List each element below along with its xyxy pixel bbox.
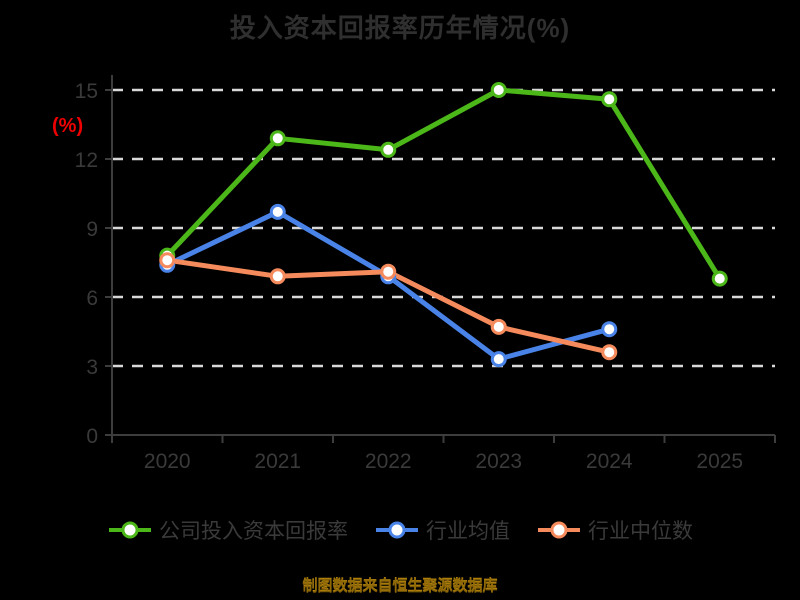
legend-marker-icon	[538, 521, 580, 539]
chart-plot-area: 0 3 6 9 12 15 2020 2021 2022 2023 2024 2025 (%)	[52, 75, 776, 473]
gridlines-group	[112, 88, 775, 368]
data-point-marker	[490, 82, 507, 98]
legend-marker-icon	[376, 521, 418, 539]
y-axis-tick-label: 6	[86, 287, 98, 310]
y-axis-tick-label: 12	[75, 149, 98, 172]
chart-title: 投入资本回报率历年情况(%)	[229, 13, 571, 43]
series-lines-group	[164, 87, 723, 362]
data-point-marker	[380, 141, 397, 158]
legend-item[interactable]: 行业中位数	[536, 515, 693, 545]
legend-item[interactable]: 行业均值	[374, 515, 510, 545]
y-axis-tick-label: 9	[86, 218, 98, 241]
legend-item-label: 行业均值	[426, 520, 510, 543]
x-axis-tick-label: 2023	[475, 450, 522, 473]
chart-legend: 公司投入资本回报率 行业均值 行业中位数	[0, 515, 800, 545]
y-axis-tick-label: 0	[86, 425, 98, 448]
data-point-marker	[269, 268, 286, 285]
footer-source-note: 制图数据来自恒生聚源数据库 制图数据来自恒生聚源数据库	[0, 574, 800, 595]
x-axis-tick-label: 2020	[144, 450, 191, 473]
data-point-marker	[159, 252, 176, 269]
footer-source-text-shadow: 制图数据来自恒生聚源数据库	[302, 578, 498, 595]
y-axis-title: (%)	[52, 115, 83, 137]
y-axis-tick-label: 15	[75, 80, 98, 103]
legend-item-label: 行业中位数	[588, 520, 693, 543]
data-point-marker	[269, 130, 286, 147]
data-point-marker	[601, 321, 618, 338]
legend-item[interactable]: 公司投入资本回报率	[107, 515, 348, 545]
x-axis-tick-label: 2025	[696, 450, 743, 473]
legend-item-label: 公司投入资本回报率	[159, 520, 348, 543]
series-markers-group	[159, 82, 728, 368]
footer-source-text: 制图数据来自恒生聚源数据库	[302, 577, 498, 594]
legend-marker-icon	[109, 521, 151, 539]
data-point-marker	[711, 270, 728, 287]
data-point-marker	[380, 263, 397, 280]
data-point-marker	[269, 203, 286, 220]
x-axis-tick-label: 2022	[365, 450, 412, 473]
y-axis-tick-labels: 0 3 6 9 12 15	[75, 80, 98, 448]
data-point-marker	[601, 91, 618, 108]
y-axis-tick-label: 3	[86, 356, 98, 379]
x-axis-tick-labels: 2020 2021 2022 2023 2024 2025	[144, 450, 743, 473]
x-axis-tick-label: 2021	[254, 450, 301, 473]
series-line	[164, 87, 723, 282]
x-axis-tick-label: 2024	[586, 450, 633, 473]
axes-group	[105, 75, 776, 443]
data-point-marker	[490, 318, 507, 335]
data-point-marker	[490, 351, 507, 368]
data-point-marker	[601, 344, 618, 361]
